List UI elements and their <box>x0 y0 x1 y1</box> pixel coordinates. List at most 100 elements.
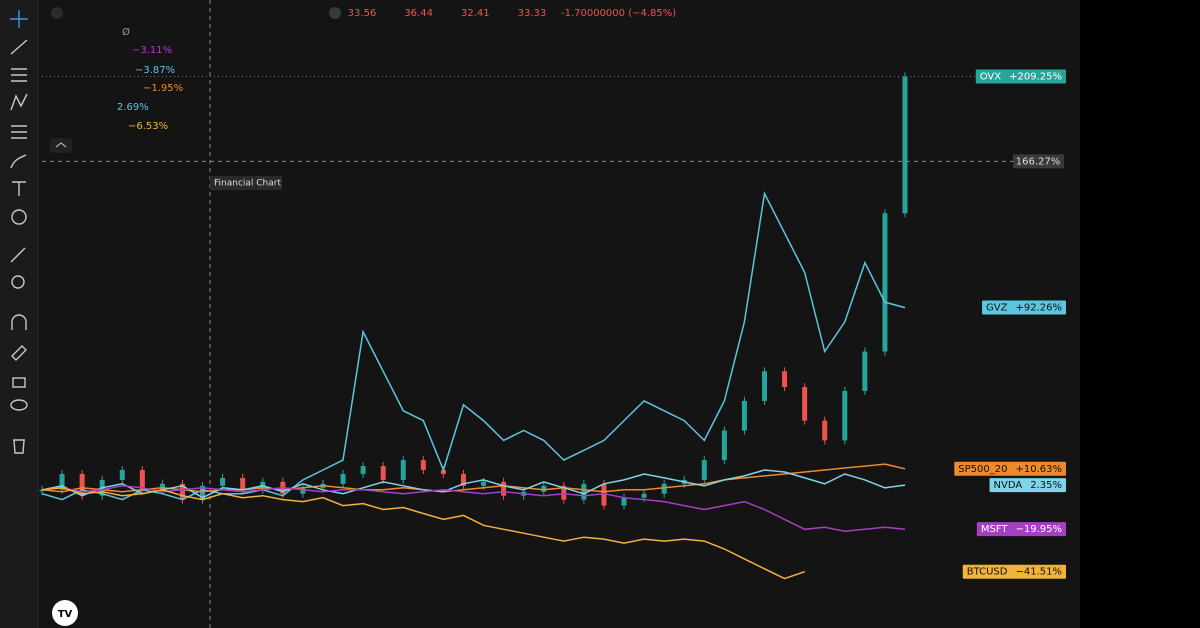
candle <box>179 483 185 500</box>
candle <box>200 485 206 500</box>
candle <box>842 391 848 441</box>
collapse-legend-button[interactable] <box>50 138 72 153</box>
candle <box>541 485 547 492</box>
logo[interactable] <box>52 600 78 626</box>
series-value-label: 2.35% <box>1030 480 1062 491</box>
candle <box>220 477 226 486</box>
candle <box>601 483 607 506</box>
series-value-label: +209.25% <box>1009 72 1062 83</box>
fib-tool[interactable] <box>11 68 27 82</box>
candle <box>782 371 788 388</box>
candle <box>561 485 567 500</box>
crosshair-label-box <box>1013 154 1064 169</box>
candle <box>119 470 125 480</box>
series-name: BTCUSD <box>967 567 1008 578</box>
quote-value: 36.44 <box>404 8 433 19</box>
header-icon[interactable] <box>51 7 63 19</box>
legend-change: −3.87% <box>135 65 175 76</box>
label-box <box>975 69 1066 84</box>
header-toggle[interactable] <box>329 7 341 19</box>
candle <box>159 483 165 490</box>
series-name: SP500_20 <box>958 464 1007 475</box>
emoji-tool[interactable] <box>11 209 27 225</box>
pattern-tool[interactable] <box>10 93 28 111</box>
text-tool[interactable] <box>12 181 26 196</box>
series-line <box>41 469 906 499</box>
candle <box>902 76 908 214</box>
series-name: NVDA <box>994 480 1023 491</box>
label-box <box>989 478 1066 493</box>
series-line <box>41 487 805 580</box>
chart-background <box>0 0 1080 628</box>
candle <box>360 466 366 474</box>
series-value-label: −41.51% <box>1015 567 1062 578</box>
candle <box>581 483 587 500</box>
series-name: OVX <box>980 72 1002 83</box>
candle <box>721 430 727 461</box>
candle <box>300 487 306 494</box>
quote-value: 33.33 <box>518 8 547 19</box>
candle <box>380 466 386 480</box>
crosshair-label: 166.27% <box>1016 156 1061 167</box>
candle <box>340 473 346 484</box>
candle <box>882 213 888 352</box>
quote-value: -1.70000000 (−4.85%) <box>561 8 676 19</box>
toolbar <box>0 0 38 628</box>
candle <box>822 420 828 441</box>
candle <box>460 473 466 486</box>
candle <box>641 493 647 498</box>
candle <box>481 481 487 486</box>
label-box <box>962 564 1066 579</box>
forecast-tool[interactable] <box>11 125 27 139</box>
magnet-tool[interactable] <box>11 314 27 330</box>
delete-tool[interactable] <box>13 439 25 454</box>
label-box <box>982 300 1066 315</box>
lock-tool[interactable] <box>12 377 26 388</box>
candle <box>762 371 768 401</box>
quote-value: 32.41 <box>461 8 490 19</box>
collapse-icon <box>55 142 67 148</box>
legend-change: 2.69% <box>117 102 149 113</box>
ruler-tool[interactable] <box>10 247 26 263</box>
toolbar-icons[interactable] <box>10 10 28 454</box>
candle <box>621 497 627 506</box>
series-name: GVZ <box>986 303 1008 314</box>
legend-change: −6.53% <box>128 121 168 132</box>
brush-tool[interactable] <box>10 154 27 169</box>
candle <box>400 460 406 480</box>
candle <box>420 460 426 471</box>
symbol-mark: Ø <box>122 26 130 38</box>
candle <box>139 470 145 490</box>
tooltip-box <box>210 176 282 190</box>
legend-change: −3.11% <box>132 45 172 56</box>
candle <box>741 400 747 431</box>
zoom-tool[interactable] <box>11 275 25 289</box>
visibility-tool[interactable] <box>10 399 28 411</box>
label-box <box>976 522 1066 537</box>
quote-value: 33.56 <box>348 8 377 19</box>
label-box <box>954 461 1066 476</box>
candle <box>440 470 446 474</box>
series-name: MSFT <box>981 524 1009 535</box>
legend-change: −1.95% <box>143 83 183 94</box>
tooltip: Financial Chart <box>214 179 281 189</box>
candle <box>802 387 808 421</box>
candle <box>661 483 667 494</box>
series-line <box>41 191 906 501</box>
candle <box>240 477 246 490</box>
series-value-label: −19.95% <box>1015 524 1062 535</box>
series-line <box>41 485 906 532</box>
candle <box>862 351 868 392</box>
candle <box>59 473 65 490</box>
trend-line-tool[interactable] <box>10 39 28 55</box>
logo-mark: TV <box>58 609 73 620</box>
series-value-label: +10.63% <box>1015 464 1062 475</box>
lock-drawing-tool[interactable] <box>11 345 27 361</box>
crosshair-tool[interactable] <box>10 10 28 28</box>
series-value-label: +92.26% <box>1015 303 1062 314</box>
candle <box>79 473 85 496</box>
candle <box>501 481 507 496</box>
candle <box>701 460 707 480</box>
